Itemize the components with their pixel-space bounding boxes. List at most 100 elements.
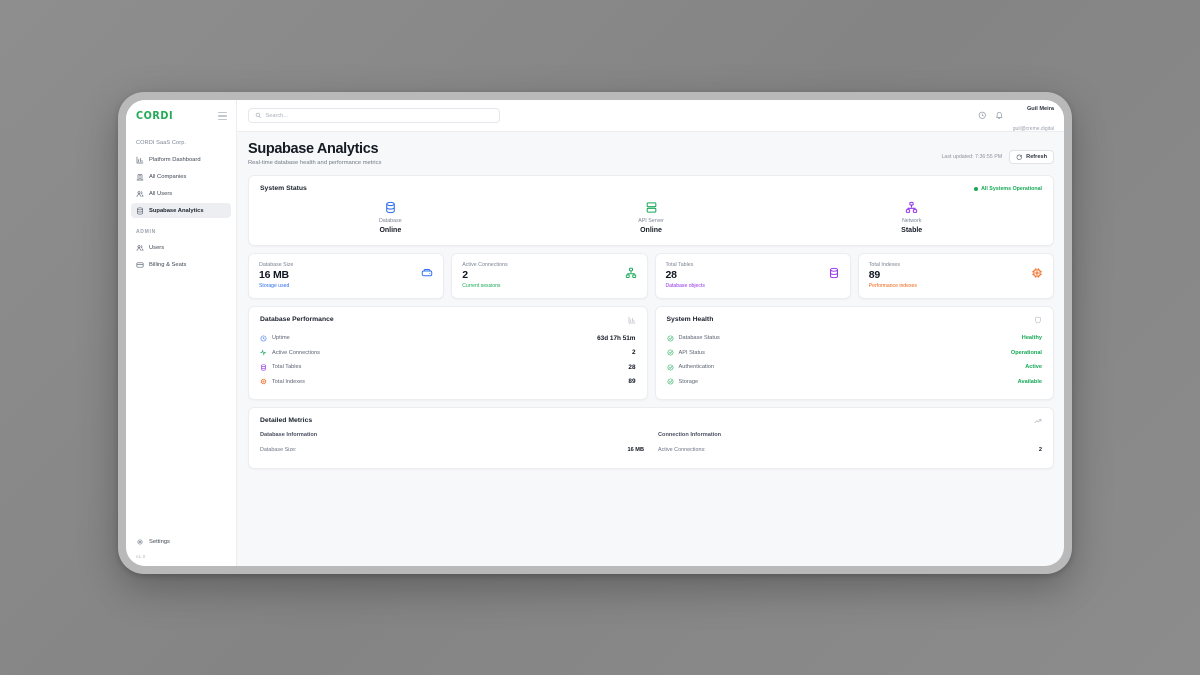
panel-header: Detailed Metrics: [260, 417, 1042, 425]
sidebar-item-supabase-analytics[interactable]: Supabase Analytics: [131, 203, 231, 218]
topbar-actions: Guil Meira guil@creme.digital: [978, 100, 1054, 136]
kpi-sub: Storage used: [259, 282, 290, 289]
user-name: Guil Meira: [1026, 105, 1054, 112]
refresh-icon: [1016, 154, 1023, 161]
sidebar-item-all-companies[interactable]: All Companies: [131, 169, 231, 184]
refresh-button-label: Refresh: [1026, 154, 1047, 161]
health-row-authentication: Authentication Active: [667, 360, 1042, 375]
column-title: Connection Information: [658, 431, 722, 438]
kpi-card-database-size: Database Size 16 MB Storage used: [248, 253, 445, 299]
bell-icon[interactable]: [995, 111, 1004, 120]
app-logo[interactable]: CORDI: [136, 110, 174, 122]
network-icon: [625, 267, 637, 279]
sidebar-item-billing-and-seats[interactable]: Billing & Seats: [131, 257, 231, 272]
sidebar-item-all-users[interactable]: All Users: [131, 186, 231, 201]
app-window: CORDI CORDI SaaS Corp. Platform Dashboar…: [126, 100, 1064, 566]
kpi-card-total-tables: Total Tables 28 Database objects: [654, 253, 851, 299]
check-circle-icon: [667, 349, 674, 356]
page-header-actions: Last updated: 7:36:55 PM Refresh: [941, 150, 1054, 166]
health-label: API Status: [678, 349, 705, 356]
detailed-metrics-card: Detailed Metrics Database Information Da…: [248, 406, 1054, 469]
system-status-item-value: Online: [379, 227, 402, 235]
system-status-item-database: Database Online: [260, 201, 521, 234]
panels-row: Database Performance Uptime 63d 17h 51m: [248, 305, 1054, 400]
health-label: Storage: [678, 378, 699, 385]
health-row-api-status: API Status Operational: [667, 345, 1042, 360]
health-value: Operational: [1010, 349, 1042, 356]
refresh-button[interactable]: Refresh: [1009, 150, 1054, 165]
system-status-grid: Database Online API Server Online: [260, 201, 1042, 234]
database-icon: [828, 267, 840, 279]
kpi-label: Active Connections: [462, 262, 508, 269]
detail-key: Database Size:: [260, 447, 297, 454]
last-updated-text: Last updated: 7:36:55 PM: [941, 154, 1003, 161]
status-badge-label: All Systems Operational: [981, 185, 1042, 192]
topbar: Search... Guil Meira guil@creme.digital: [237, 100, 1064, 132]
sidebar-org-label: CORDI SaaS Corp.: [136, 140, 187, 146]
users-icon: [136, 244, 144, 252]
kpi-label: Database Size: [259, 262, 294, 269]
sidebar-item-label: Platform Dashboard: [149, 156, 201, 163]
kpi-text: Total Indexes 89 Performance indexes: [869, 262, 917, 289]
metric-row-active-connections: Active Connections 2: [260, 345, 636, 360]
kpi-row: Database Size 16 MB Storage used Active …: [248, 253, 1054, 299]
sidebar-spacer: [126, 273, 236, 533]
search-placeholder: Search...: [265, 112, 288, 119]
credit-card-icon: [136, 261, 144, 269]
system-status-header: System Status All Systems Operational: [260, 185, 1042, 192]
health-row-database-status: Database Status Healthy: [667, 331, 1042, 346]
detail-row-active-connections: Active Connections: 2: [658, 444, 1042, 457]
system-status-item-network: Network Stable: [781, 201, 1042, 234]
sidebar-collapse-icon[interactable]: [218, 111, 227, 121]
kpi-value: 2: [462, 268, 468, 281]
sidebar-item-settings[interactable]: Settings: [131, 534, 231, 549]
user-email: guil@creme.digital: [1012, 125, 1054, 132]
system-status-item-value: Online: [640, 227, 662, 235]
database-icon: [260, 364, 267, 371]
shield-icon: [1034, 316, 1042, 324]
metric-value: 63d 17h 51m: [597, 334, 636, 342]
metric-label: Uptime: [272, 335, 290, 342]
page-header: Supabase Analytics Real-time database he…: [248, 141, 1054, 166]
sidebar-item-platform-dashboard[interactable]: Platform Dashboard: [131, 152, 231, 167]
metric-row-total-tables: Total Tables 28: [260, 360, 636, 375]
metric-label: Total Tables: [272, 364, 302, 371]
system-status-item-label: Network: [901, 218, 922, 225]
activity-icon: [260, 349, 267, 356]
sidebar-item-label: Billing & Seats: [149, 261, 187, 268]
gear-icon: [136, 538, 144, 546]
system-status-item-label: Database: [378, 218, 402, 225]
kpi-sub: Performance indexes: [868, 282, 917, 289]
kpi-sub: Current sessions: [462, 282, 501, 289]
panel-header: System Health: [667, 316, 1043, 324]
panel-title: Database Performance: [260, 316, 334, 324]
status-dot-icon: [973, 186, 978, 191]
sidebar-item-label: Settings: [149, 538, 170, 545]
system-status-item-api-server: API Server Online: [521, 201, 782, 234]
user-menu[interactable]: Guil Meira guil@creme.digital: [1013, 100, 1054, 136]
system-status-item-label: API Server: [638, 218, 664, 225]
sidebar-item-label: All Companies: [149, 173, 187, 180]
kpi-text: Total Tables 28 Database objects: [666, 262, 705, 289]
sidebar-item-users[interactable]: Users: [131, 240, 231, 255]
bar-chart-icon: [628, 316, 636, 324]
health-label: Database Status: [678, 335, 720, 342]
system-status-item-value: Stable: [901, 227, 923, 235]
kpi-label: Total Indexes: [868, 262, 900, 269]
health-label: Authentication: [678, 364, 714, 371]
sidebar-version: v1.0: [136, 554, 146, 559]
page-title-group: Supabase Analytics Real-time database he…: [248, 141, 381, 166]
search-input[interactable]: Search...: [248, 108, 500, 123]
device-frame: CORDI CORDI SaaS Corp. Platform Dashboar…: [118, 92, 1072, 574]
detail-value: 16 MB: [627, 447, 644, 454]
system-health-panel: System Health Database Status Healthy: [654, 305, 1054, 400]
server-icon: [645, 201, 658, 214]
sidebar-item-label: All Users: [149, 190, 173, 197]
kpi-text: Database Size 16 MB Storage used: [259, 262, 293, 289]
detail-key: Active Connections:: [658, 447, 706, 454]
history-clock-icon[interactable]: [978, 111, 987, 120]
cpu-icon: [1031, 267, 1043, 279]
sidebar-section-admin: ADMIN: [136, 229, 156, 235]
health-value: Healthy: [1021, 335, 1042, 342]
kpi-label: Total Tables: [665, 262, 694, 269]
